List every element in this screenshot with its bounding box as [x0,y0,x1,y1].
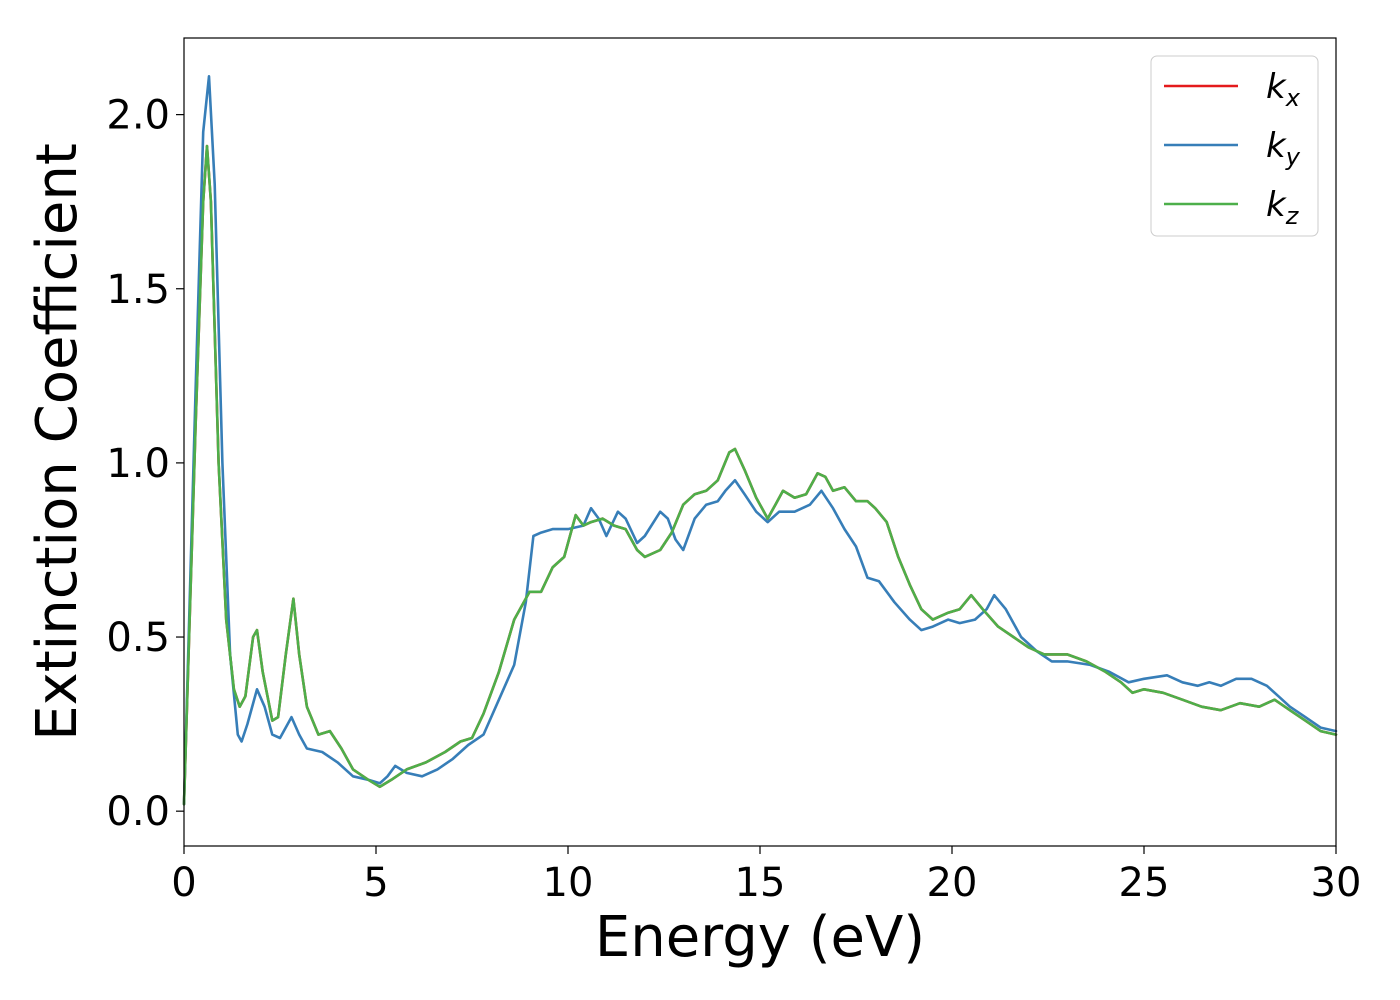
y-axis-ticks: 0.0 0.5 1.0 1.5 2.0 [106,93,184,835]
y-tick-label: 0.0 [106,789,170,835]
x-axis-ticks: 0 5 10 15 20 25 30 [171,846,1361,906]
legend-label-kz: kz [1266,185,1300,230]
legend-label-kx: kx [1266,67,1301,112]
y-axis-label: Extinction Coefficient [25,143,90,741]
y-tick-label: 0.5 [106,615,170,661]
x-tick-label: 10 [543,860,594,906]
plot-lines [182,75,1338,806]
legend-label-ky: ky [1266,126,1301,171]
x-tick-label: 20 [927,860,978,906]
x-tick-label: 0 [171,860,196,906]
series-line-kz [182,144,1338,806]
y-tick-label: 1.0 [106,441,170,487]
x-tick-label: 25 [1119,860,1170,906]
y-tick-label: 1.5 [106,267,170,313]
legend: kx ky kz [1150,55,1319,237]
series-line-kx [182,144,1338,806]
x-tick-label: 5 [363,860,388,906]
y-tick-label: 2.0 [106,93,170,139]
x-tick-label: 15 [735,860,786,906]
x-tick-label: 30 [1311,860,1362,906]
x-axis-label: Energy (eV) [595,905,925,970]
